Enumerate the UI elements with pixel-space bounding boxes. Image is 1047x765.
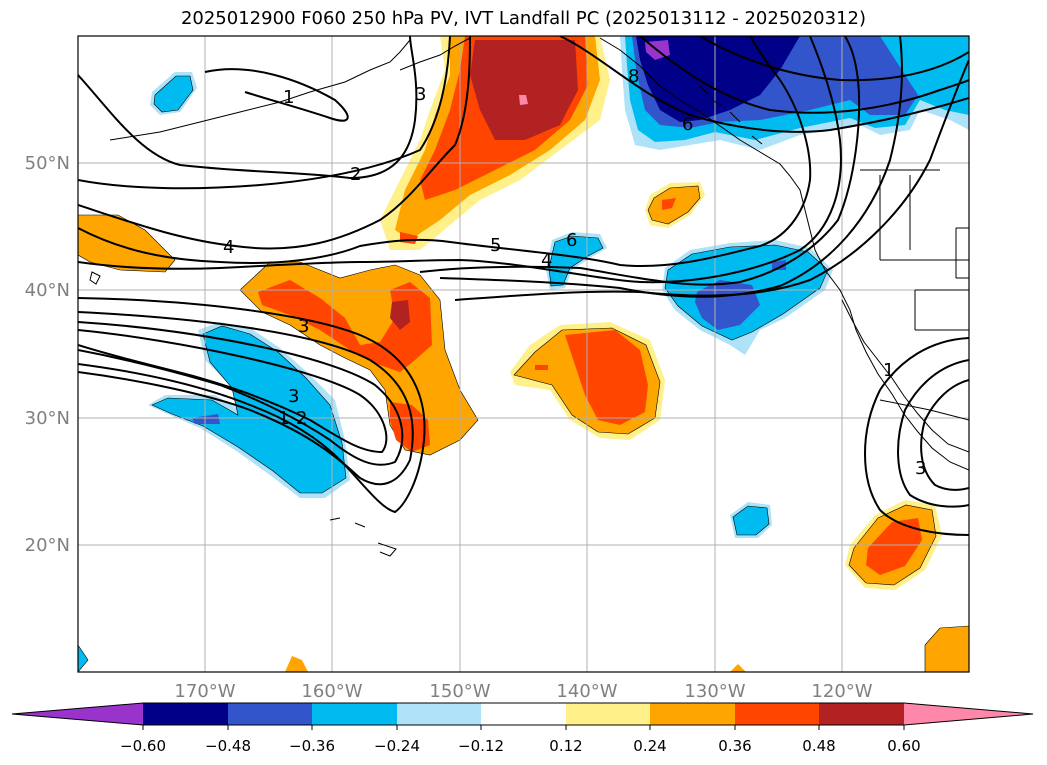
contour-label: 6: [682, 114, 693, 135]
colorbar-segment: [481, 703, 566, 725]
positive-anomaly-fills: [78, 36, 969, 672]
contour-label: 2: [350, 164, 361, 185]
lat-label: 30°N: [25, 408, 70, 429]
colorbar-tick-label: −0.24: [374, 737, 420, 755]
colorbar: −0.60 −0.48 −0.36 −0.24 −0.12 0.12 0.24 …: [11, 702, 1034, 755]
contour-label: 3: [915, 458, 926, 479]
contour-label: 1: [278, 408, 289, 429]
contour-label: 1: [883, 360, 894, 381]
figure-title: 2025012900 F060 250 hPa PV, IVT Landfall…: [180, 8, 867, 29]
colorbar-tick-label: −0.12: [458, 737, 504, 755]
contour-label-group: 1 2 3 4 5 6 4 3 1 2 3 3 1 8 6: [223, 66, 926, 479]
colorbar-segment: [312, 703, 397, 725]
contour-label: 2: [296, 408, 307, 429]
contour-label: 5: [490, 235, 501, 256]
colorbar-tick-label: 0.48: [802, 737, 835, 755]
latitude-labels: 50°N 40°N 30°N 20°N: [25, 153, 70, 556]
contour-label: 3: [298, 316, 309, 337]
contour-label: 4: [223, 237, 234, 258]
colorbar-ticks: [142, 725, 905, 730]
colorbar-tick-label: 0.24: [633, 737, 666, 755]
lat-label: 50°N: [25, 153, 70, 174]
colorbar-segment: [566, 703, 650, 725]
colorbar-tick-label: 0.36: [718, 737, 751, 755]
lat-label: 20°N: [25, 535, 70, 556]
colorbar-tick-label: 0.60: [887, 737, 920, 755]
contour-lines: [78, 36, 969, 536]
lon-label: 120°W: [811, 681, 872, 702]
lon-label: 130°W: [684, 681, 745, 702]
gridlines: [78, 36, 969, 672]
contour-label: 4: [541, 250, 552, 271]
contour-label: 6: [566, 230, 577, 251]
longitude-labels: 170°W 160°W 150°W 140°W 130°W 120°W: [174, 681, 872, 702]
colorbar-segment: [143, 703, 228, 725]
colorbar-segment: [397, 703, 481, 725]
colorbar-tick-labels: −0.60 −0.48 −0.36 −0.24 −0.12 0.12 0.24 …: [120, 737, 921, 755]
colorbar-segment: [228, 703, 312, 725]
colorbar-segment: [650, 703, 735, 725]
contour-label: 3: [415, 84, 426, 105]
lon-label: 150°W: [429, 681, 490, 702]
coastlines: [89, 37, 969, 557]
map-frame: [77, 35, 970, 673]
negative-anomaly-fills: [78, 36, 969, 672]
colorbar-segment: [735, 703, 819, 725]
contour-label: 3: [288, 386, 299, 407]
colorbar-extend-left: [12, 703, 143, 725]
colorbar-tick-label: 0.12: [549, 737, 582, 755]
lon-label: 140°W: [556, 681, 617, 702]
colorbar-tick-label: −0.48: [205, 737, 251, 755]
colorbar-tick-label: −0.60: [120, 737, 166, 755]
colorbar-tick-label: −0.36: [289, 737, 335, 755]
contour-label: 1: [283, 87, 294, 108]
map-panel: 1 2 3 4 5 6 4 3 1 2 3 3 1 8 6: [78, 36, 969, 672]
lon-label: 170°W: [174, 681, 235, 702]
colorbar-extend-right: [904, 703, 1033, 725]
lat-label: 40°N: [25, 280, 70, 301]
contour-label: 8: [628, 66, 639, 87]
lon-label: 160°W: [301, 681, 362, 702]
colorbar-segment: [819, 703, 904, 725]
